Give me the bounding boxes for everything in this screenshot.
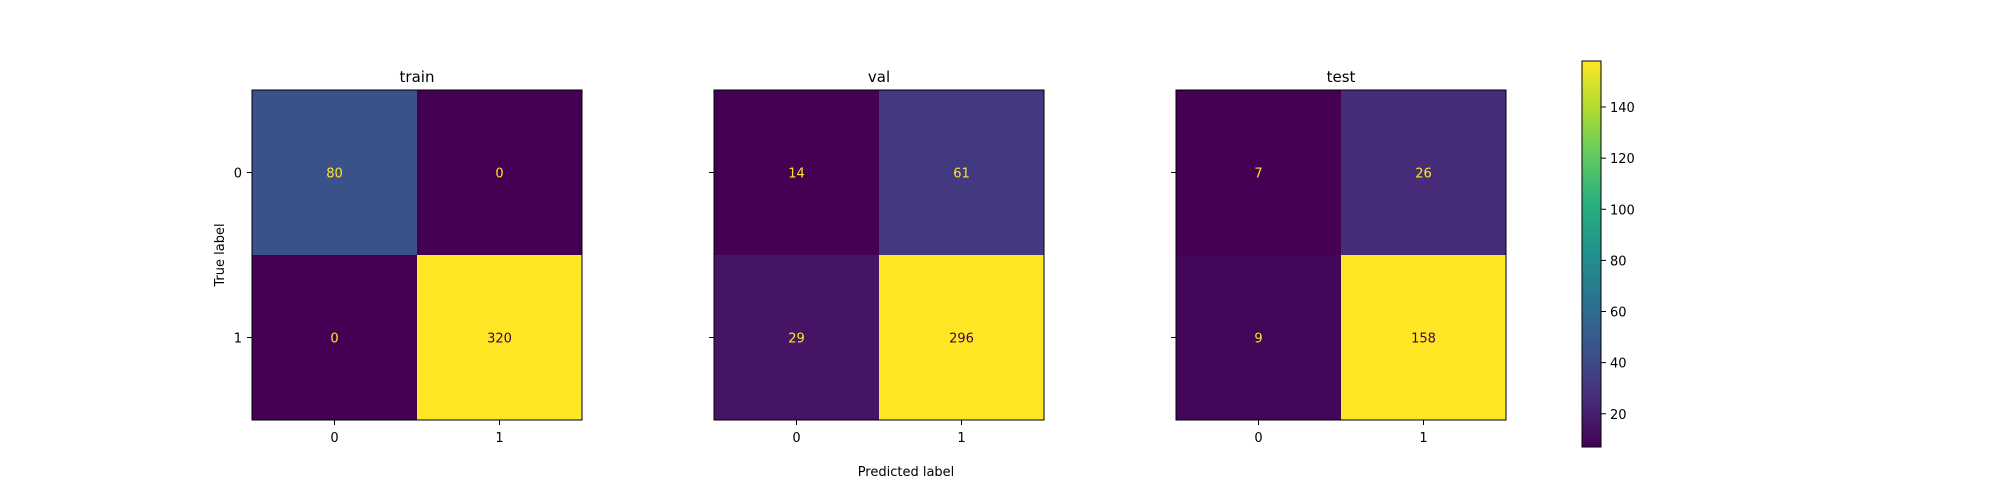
- cell-value-label: 29: [788, 332, 805, 347]
- colorbar-gradient: [1581, 60, 1602, 448]
- heatmap-cell: [252, 90, 417, 255]
- matrix-train: train 80 0 0 320 0 1 0 1: [234, 68, 583, 446]
- cell-value-label: 14: [788, 167, 805, 182]
- heatmap-cell: [1176, 90, 1341, 255]
- colorbar-tick-label: 20: [1610, 408, 1627, 423]
- panel-frame: [251, 89, 583, 421]
- colorbar-tick-label: 40: [1610, 357, 1627, 372]
- x-tick-label: 0: [792, 431, 800, 446]
- y-tick-label: 1: [234, 332, 242, 347]
- cell-value-label: 320: [487, 332, 512, 347]
- cell-value-label: 9: [1254, 332, 1262, 347]
- heatmap-cell: [1341, 255, 1506, 420]
- colorbar-tick-label: 60: [1610, 306, 1627, 321]
- cell-value-label: 61: [953, 167, 970, 182]
- x-tick-label: 1: [957, 431, 965, 446]
- heatmap-cell: [879, 90, 1044, 255]
- cell-value-label: 158: [1411, 332, 1436, 347]
- x-tick-label: 1: [495, 431, 503, 446]
- colorbar: 20 40 60 80 100 120 140: [1581, 60, 1635, 448]
- matrix-test: test 7 26 9 158 0 1: [1171, 68, 1507, 446]
- cell-value-label: 296: [949, 332, 974, 347]
- cell-value-label: 0: [330, 332, 338, 347]
- panel-title: train: [400, 68, 435, 86]
- heatmap-cell: [714, 255, 879, 420]
- heatmap-cell: [1176, 255, 1341, 420]
- colorbar-tick-label: 80: [1610, 254, 1627, 269]
- y-tick-label: 0: [234, 167, 242, 182]
- colorbar-tick-label: 140: [1610, 101, 1635, 116]
- panel-title: val: [868, 68, 890, 86]
- heatmap-cell: [252, 255, 417, 420]
- x-tick-label: 0: [330, 431, 338, 446]
- heatmap-cell: [417, 255, 582, 420]
- heatmap-cell: [417, 90, 582, 255]
- x-axis-label: Predicted label: [858, 465, 955, 480]
- colorbar-tick-label: 120: [1610, 152, 1635, 167]
- panel-frame: [1175, 89, 1507, 421]
- panel-title: test: [1327, 68, 1356, 86]
- x-tick-label: 0: [1254, 431, 1262, 446]
- y-axis-label: True label: [213, 223, 228, 287]
- heatmap-cell: [714, 90, 879, 255]
- colorbar-tick-label: 100: [1610, 203, 1635, 218]
- matrix-val: val 14 61 29 296 0 1: [709, 68, 1045, 446]
- panel-frame: [713, 89, 1045, 421]
- cell-value-label: 26: [1415, 167, 1432, 182]
- heatmap-cell: [879, 255, 1044, 420]
- cell-value-label: 7: [1254, 167, 1262, 182]
- x-tick-label: 1: [1419, 431, 1427, 446]
- heatmap-cell: [1341, 90, 1506, 255]
- matrix-panels: train 80 0 0 320 0 1 0 1 val 14 61 29 296 0 1 test 7 26 9 15…: [234, 68, 1507, 446]
- cell-value-label: 0: [495, 167, 503, 182]
- cell-value-label: 80: [326, 167, 343, 182]
